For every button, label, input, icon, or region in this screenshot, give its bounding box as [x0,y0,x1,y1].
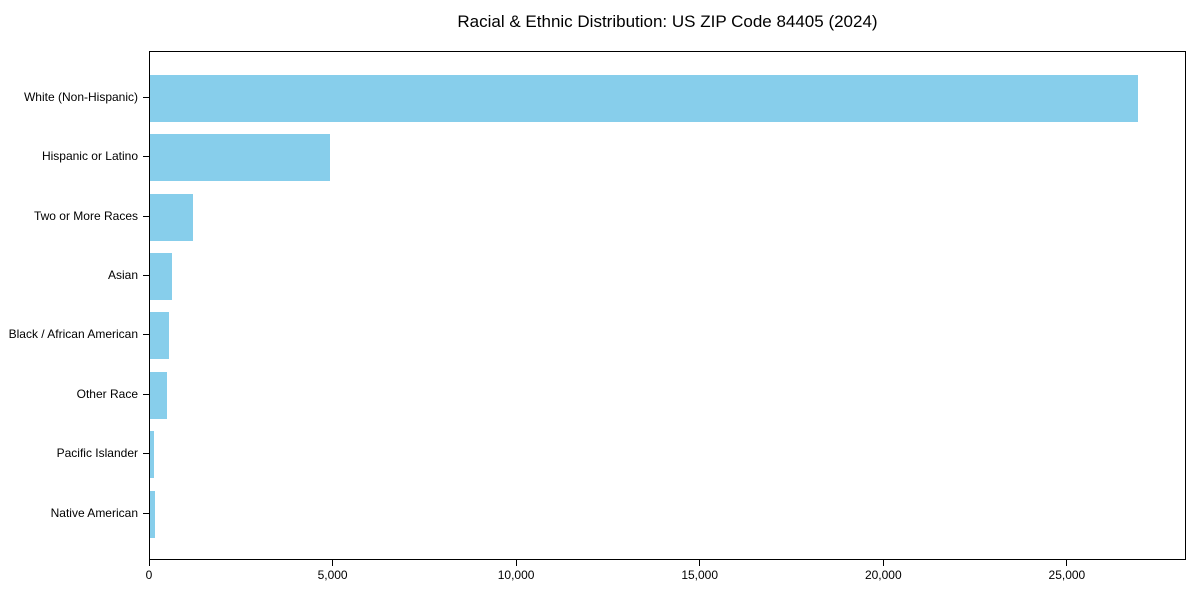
bar-black-african-american [150,312,170,360]
bar-white-non-hispanic [150,75,1138,122]
y-tick [143,97,149,98]
y-tick-label: Pacific Islander [56,446,138,461]
x-tick [332,560,334,566]
y-tick-label: White (Non-Hispanic) [23,90,138,104]
x-tick-label: 10,000 [497,568,535,582]
x-tick-label: 20,000 [864,568,902,582]
bar-hispanic-or-latino [150,134,330,182]
y-tick-label: Hispanic or Latino [41,149,138,164]
y-tick [143,275,149,277]
y-tick-label: Other Race [76,386,138,401]
y-tick [143,453,149,455]
x-tick-label: 0 [145,568,153,582]
chart-title: Racial & Ethnic Distribution: US ZIP Cod… [457,12,878,31]
x-tick-label: 25,000 [1048,568,1086,582]
y-tick-label: Two or More Races [33,208,138,223]
x-tick-label: 15,000 [681,568,719,582]
y-tick-label: Native American [50,505,138,520]
x-tick [699,560,701,566]
plot-area [149,51,1186,560]
y-tick-label: Black / African American [8,327,138,342]
x-tick [1066,560,1068,566]
x-tick-label: 5,000 [317,568,348,582]
y-tick [143,512,149,514]
x-tick [515,560,517,566]
y-tick [143,334,149,336]
x-tick [148,560,150,566]
y-tick [143,393,149,395]
y-tick [143,156,149,158]
x-tick [882,560,884,566]
y-tick-label: Asian [107,268,138,283]
bar-native-american [150,490,156,538]
bar-other-race [150,371,167,419]
bar-asian [150,253,172,301]
y-tick [143,215,149,217]
bar-pacific-islander [150,431,154,479]
bar-two-or-more-races [150,193,193,241]
